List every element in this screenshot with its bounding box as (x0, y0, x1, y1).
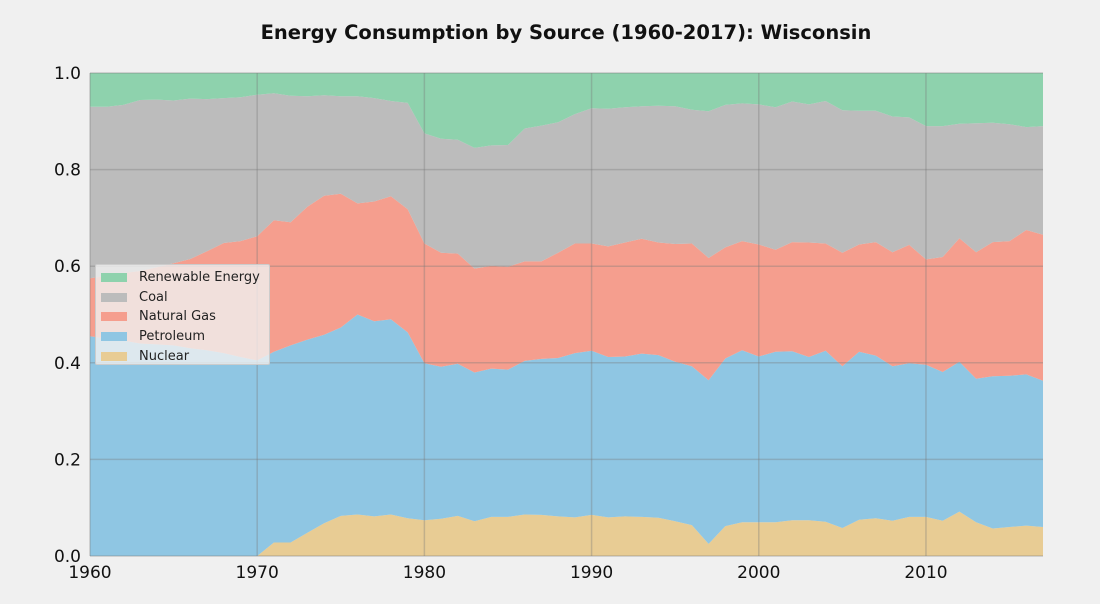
legend-item: Natural Gas (101, 307, 269, 327)
x-tick-label: 1970 (236, 563, 279, 583)
legend-item: Coal (101, 288, 269, 308)
legend-label: Petroleum (139, 329, 205, 345)
legend-swatch (101, 312, 127, 322)
x-tick-label: 2000 (737, 563, 780, 583)
chart-legend: Renewable Energy Coal Natural Gas Petroleum… (95, 264, 270, 365)
legend-swatch (101, 273, 127, 283)
legend-label: Natural Gas (139, 309, 216, 325)
y-tick-label: 0.6 (54, 257, 81, 277)
legend-label: Coal (139, 289, 168, 305)
x-tick-label: 1960 (68, 563, 111, 583)
y-tick-label: 0.0 (54, 547, 81, 567)
legend-swatch (101, 351, 127, 361)
area-coal (90, 93, 1043, 279)
area-natural-gas (90, 193, 1043, 381)
legend-label: Renewable Energy (139, 270, 260, 286)
area-petroleum (90, 314, 1043, 556)
area-renewable-energy (90, 73, 1043, 148)
y-tick-label: 1.0 (54, 64, 81, 84)
y-tick-label: 0.4 (54, 354, 81, 374)
legend-item: Renewable Energy (101, 268, 269, 288)
legend-item: Nuclear (101, 346, 269, 366)
legend-swatch (101, 292, 127, 302)
x-tick-label: 1990 (570, 563, 613, 583)
chart-title: Energy Consumption by Source (1960-2017)… (261, 21, 872, 44)
y-tick-label: 0.2 (54, 450, 81, 470)
legend-swatch (101, 332, 127, 342)
x-tick-label: 1980 (403, 563, 446, 583)
area-nuclear (90, 511, 1043, 556)
y-tick-label: 0.8 (54, 161, 81, 181)
x-tick-label: 2010 (904, 563, 947, 583)
legend-item: Petroleum (101, 327, 269, 347)
legend-label: Nuclear (139, 348, 190, 364)
